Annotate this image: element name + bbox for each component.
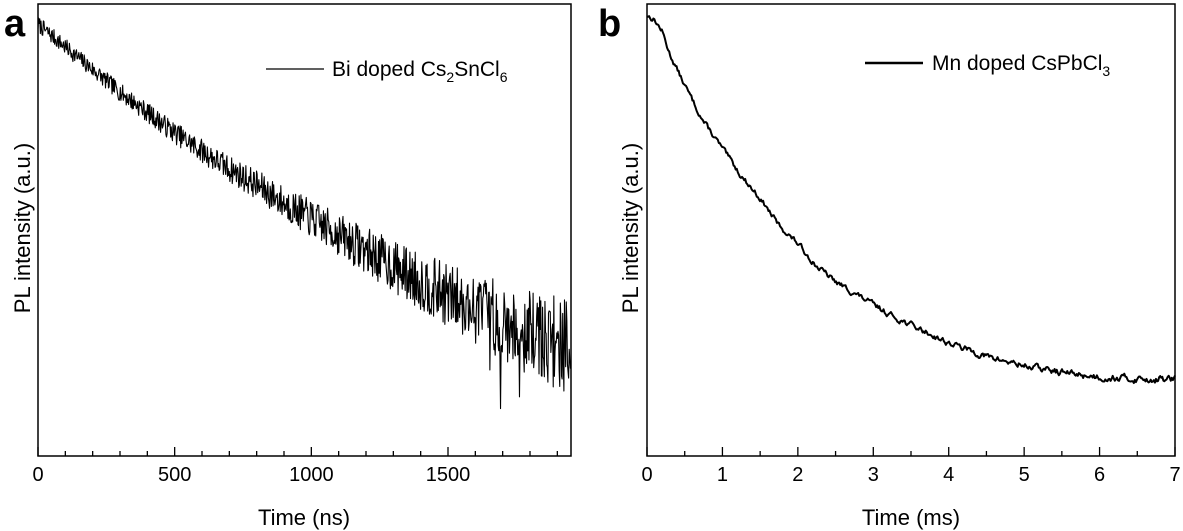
series-a: [37, 17, 572, 410]
x-tick-label: 6: [1094, 464, 1105, 486]
decay-curve: [646, 15, 1176, 385]
x-ticks-a: 0 500 1000 1500: [32, 447, 558, 486]
x-tick-label: 500: [158, 464, 191, 486]
legend-label-a: Bi doped Cs2SnCl6: [332, 58, 508, 85]
x-tick-label: 1: [717, 464, 728, 486]
x-axis-title-a: Time (ns): [258, 505, 350, 530]
y-axis-title-b: PL intensity (a.u.): [618, 143, 643, 313]
panel-label-a: a: [4, 3, 26, 45]
x-ticks-b: 0 1 2 3 4 5 6 7: [641, 447, 1181, 486]
plot-frame-a: [37, 3, 572, 457]
x-tick-label: 1000: [289, 464, 334, 486]
panel-label-b: b: [598, 3, 621, 45]
y-axis-title-a: PL intensity (a.u.): [10, 143, 35, 313]
x-tick-label: 4: [943, 464, 954, 486]
x-tick-label: 2: [792, 464, 803, 486]
x-tick-label: 3: [868, 464, 879, 486]
x-tick-label: 0: [32, 464, 43, 486]
legend-label-b: Mn doped CsPbCl3: [932, 52, 1110, 79]
x-axis-title-b: Time (ms): [862, 505, 960, 530]
x-tick-label: 5: [1019, 464, 1030, 486]
x-tick-label: 1500: [426, 464, 471, 486]
x-tick-label: 0: [641, 464, 652, 486]
series-b: [646, 15, 1176, 385]
decay-curve: [37, 17, 572, 410]
x-tick-label: 7: [1169, 464, 1180, 486]
